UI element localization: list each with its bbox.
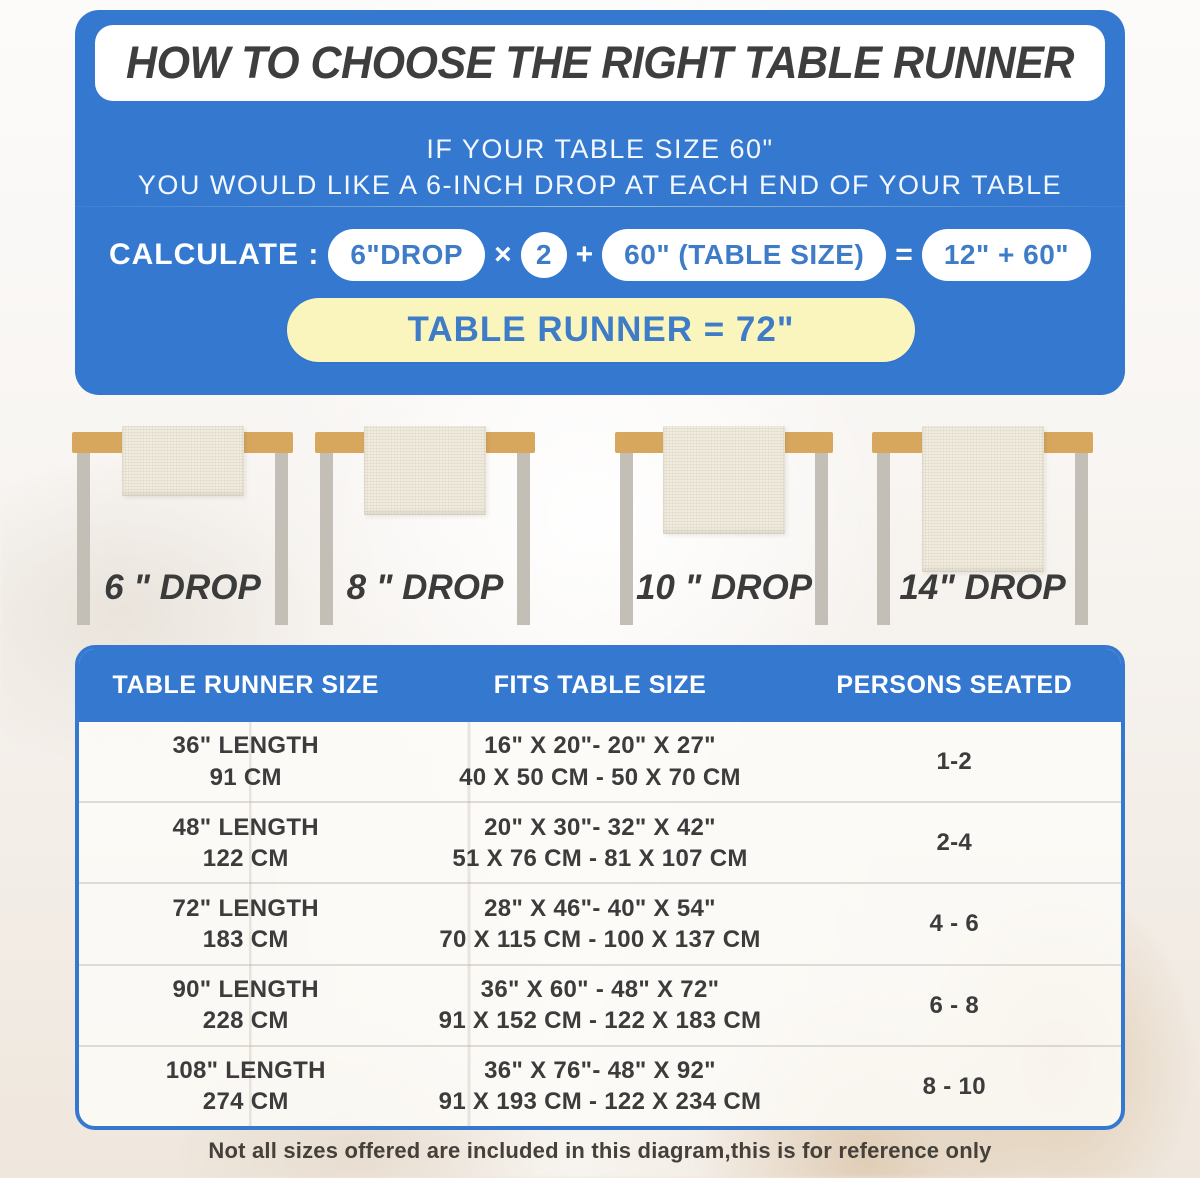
runner-size-cell: 36" LENGTH 91 CM	[172, 732, 319, 791]
drop-value-pill: 6"DROP	[328, 229, 486, 281]
table-leg-left	[877, 453, 890, 625]
table-leg-right	[1075, 453, 1088, 625]
footer-note: Not all sizes offered are included in th…	[208, 1138, 992, 1163]
column-header-persons-seated: PERSONS SEATED	[836, 671, 1073, 699]
runner-size-cell: 48" LENGTH 122 CM	[172, 813, 319, 872]
table-row: 72" LENGTH 183 CM 28" X 46"- 40" X 54" 70 X…	[79, 882, 1121, 963]
plus-sign: +	[575, 238, 594, 271]
table-leg-left	[77, 453, 90, 625]
table-leg-right	[275, 453, 288, 625]
table-runner-cloth	[921, 426, 1044, 573]
times-sign: ×	[494, 238, 512, 271]
column-header-runner-size: TABLE RUNNER SIZE	[112, 671, 379, 699]
table-row: 108" LENGTH 274 CM 36" X 76"- 48" X 92" 91 …	[79, 1044, 1121, 1126]
result-banner: TABLE RUNNER = 72"	[287, 298, 915, 362]
persons-seated-cell: 4 - 6	[929, 910, 980, 938]
persons-seated-cell: 2-4	[936, 829, 973, 857]
table-runner-cloth	[121, 426, 244, 496]
drop-label: 8 " DROP	[346, 568, 504, 607]
table-drop-figure: 14" DROP	[872, 420, 1093, 652]
table-leg-left	[320, 453, 333, 625]
table-leg-left	[620, 453, 633, 625]
hero-panel: HOW TO CHOOSE THE RIGHT TABLE RUNNER IF …	[75, 10, 1125, 395]
table-drop-figure: 10 " DROP	[615, 420, 833, 652]
fits-table-size-cell: 16" X 20"- 20" X 27" 40 X 50 CM - 50 X 70…	[459, 732, 741, 791]
size-table-panel: TABLE RUNNER SIZE FITS TABLE SIZE PERSON…	[75, 645, 1125, 1130]
sum-pill: 12" + 60"	[921, 229, 1092, 281]
runner-size-cell: 90" LENGTH 228 CM	[172, 976, 319, 1035]
size-table-body: 36" LENGTH 91 CM 16" X 20"- 20" X 27" 40 X …	[79, 722, 1121, 1126]
table-drop-figure: 6 " DROP	[72, 420, 293, 652]
table-drop-figure: 8 " DROP	[315, 420, 535, 652]
drop-label: 6 " DROP	[104, 568, 261, 607]
runner-size-cell: 108" LENGTH 274 CM	[165, 1057, 326, 1116]
drop-label: 14" DROP	[899, 568, 1066, 607]
table-size-pill: 60" (TABLE SIZE)	[602, 229, 887, 281]
table-row: 36" LENGTH 91 CM 16" X 20"- 20" X 27" 40 X …	[79, 722, 1121, 801]
table-row: 48" LENGTH 122 CM 20" X 30"- 32" X 42" 51 X…	[79, 801, 1121, 882]
subtitle-line-2: YOU WOULD LIKE A 6-INCH DROP AT EACH END…	[137, 170, 1063, 200]
runner-size-cell: 72" LENGTH 183 CM	[172, 894, 319, 953]
persons-seated-cell: 1-2	[936, 748, 973, 775]
drop-figures: 6 " DROP 8 " DROP 10 " DROP 14" DROP	[0, 420, 1200, 652]
fits-table-size-cell: 28" X 46"- 40" X 54" 70 X 115 CM - 100 X …	[439, 894, 761, 953]
title-box: HOW TO CHOOSE THE RIGHT TABLE RUNNER	[95, 25, 1105, 101]
column-header-fits-table-size: FITS TABLE SIZE	[493, 671, 707, 699]
equals-sign: =	[895, 238, 913, 271]
table-leg-right	[815, 453, 828, 625]
page-title: HOW TO CHOOSE THE RIGHT TABLE RUNNER	[126, 37, 1074, 88]
table-leg-right	[517, 453, 530, 625]
table-runner-cloth	[663, 426, 785, 534]
subtitle-line-1: IF YOUR TABLE SIZE 60"	[426, 134, 774, 164]
persons-seated-cell: 6 - 8	[929, 991, 980, 1019]
table-row: 90" LENGTH 228 CM 36" X 60" - 48" X 72" 91 …	[79, 963, 1121, 1045]
fits-table-size-cell: 36" X 76"- 48" X 92" 91 X 193 CM - 122 X …	[438, 1057, 762, 1116]
size-table-header: TABLE RUNNER SIZE FITS TABLE SIZE PERSON…	[79, 649, 1121, 722]
multiplier-badge: 2	[520, 232, 567, 278]
fits-table-size-cell: 20" X 30"- 32" X 42" 51 X 76 CM - 81 X 10…	[452, 813, 748, 872]
table-runner-cloth	[364, 426, 486, 515]
drop-label: 10 " DROP	[635, 568, 813, 607]
calculate-label: CALCULATE :	[108, 238, 320, 271]
persons-seated-cell: 8 - 10	[922, 1072, 986, 1100]
fits-table-size-cell: 36" X 60" - 48" X 72" 91 X 152 CM - 122 X…	[438, 976, 762, 1035]
calculate-formula-row: CALCULATE : 6"DROP × 2 + 60" (TABLE SIZE…	[87, 226, 1113, 284]
divider-line	[75, 206, 1125, 207]
